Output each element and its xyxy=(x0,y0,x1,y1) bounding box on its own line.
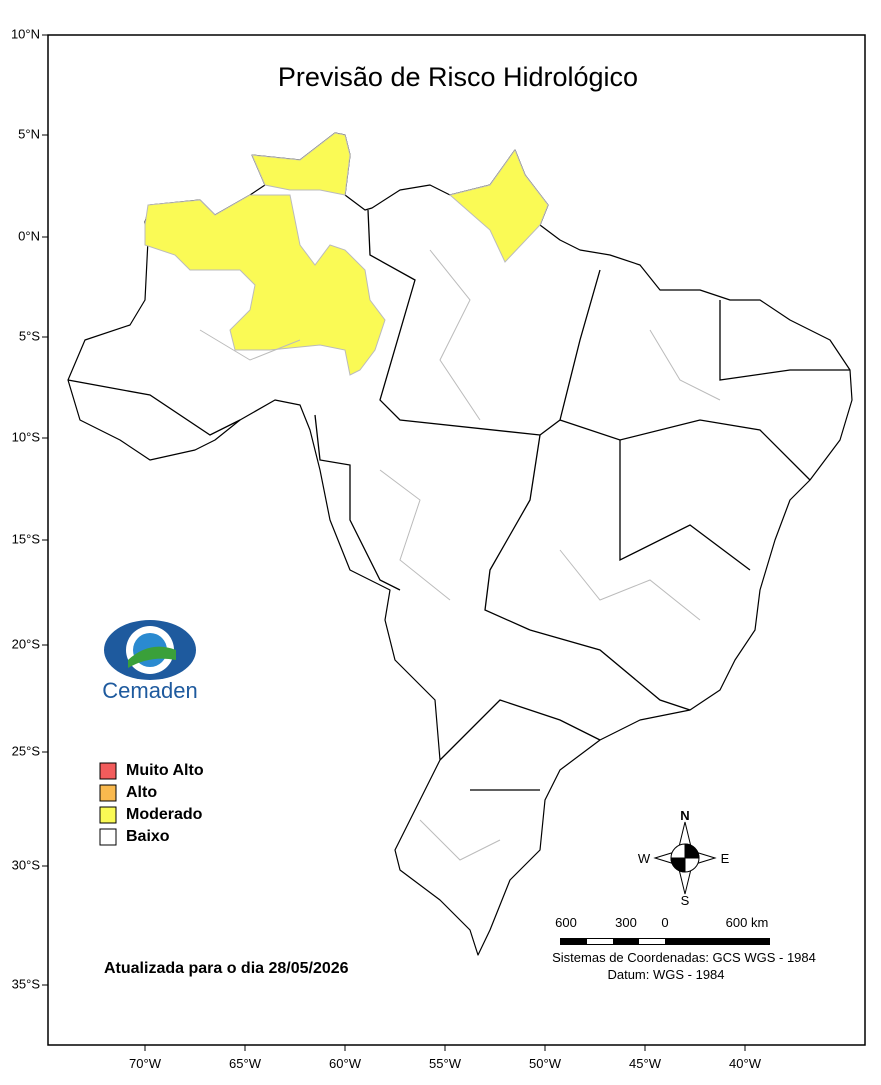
lat-label: 10°S xyxy=(12,429,41,444)
legend-label: Alto xyxy=(126,784,157,801)
legend-swatch xyxy=(99,762,117,780)
coordinate-system: Sistemas de Coordenadas: GCS WGS - 1984 xyxy=(552,950,816,965)
dynamic-layer: 10°N 5°N 0°N 5°S 10°S 15°S 20°S 25°S 30°S 35°S 70°… xyxy=(11,26,768,1071)
scale-label: 0 xyxy=(661,915,668,930)
legend-label: Muito Alto xyxy=(126,762,204,779)
lat-label: 25°S xyxy=(12,743,41,758)
compass-fill xyxy=(670,843,700,873)
lat-label: 30°S xyxy=(12,857,41,872)
compass-letter: N xyxy=(680,808,689,823)
compass-letters: N S E W xyxy=(638,808,730,908)
municipal-borders xyxy=(199,249,721,861)
compass-letter: S xyxy=(681,893,690,908)
lon-label: 65°W xyxy=(229,1056,262,1071)
scale-label: 600 xyxy=(555,915,577,930)
lon-label: 60°W xyxy=(329,1056,362,1071)
scale-label: 600 km xyxy=(726,915,769,930)
legend-swatch xyxy=(99,784,117,802)
lat-label: 10°N xyxy=(11,26,40,41)
lon-label: 70°W xyxy=(129,1056,162,1071)
scale-label: 300 xyxy=(615,915,637,930)
lon-label: 40°W xyxy=(729,1056,762,1071)
logo-band xyxy=(128,646,176,668)
moderate-region xyxy=(251,132,351,196)
lat-label: 15°S xyxy=(12,531,41,546)
lon-label: 50°W xyxy=(529,1056,562,1071)
legend-label: Baixo xyxy=(126,828,170,845)
lat-label: 5°N xyxy=(18,126,40,141)
logo-text: Cemaden xyxy=(102,678,197,703)
state-borders xyxy=(67,209,850,791)
cemaden-logo: Cemaden xyxy=(102,620,198,703)
scale-segment xyxy=(639,939,665,944)
moderate-region xyxy=(448,148,549,263)
moderate-region xyxy=(144,194,386,376)
compass xyxy=(653,821,717,895)
map-title: Previsão de Risco Hidrológico xyxy=(278,62,638,92)
lon-label: 45°W xyxy=(629,1056,662,1071)
lat-label: 0°N xyxy=(18,228,40,243)
lat-label: 35°S xyxy=(12,976,41,991)
lat-label: 5°S xyxy=(19,328,40,343)
compass-letter: W xyxy=(638,851,651,866)
scale-bar xyxy=(560,938,770,945)
lat-label: 20°S xyxy=(12,636,41,651)
lon-label: 55°W xyxy=(429,1056,462,1071)
datum: Datum: WGS - 1984 xyxy=(607,967,724,982)
scale-segment xyxy=(587,939,613,944)
legend-swatch xyxy=(99,806,117,824)
update-note: Atualizada para o dia 28/05/2026 xyxy=(104,960,349,977)
compass-letter: E xyxy=(721,851,730,866)
legend-swatch xyxy=(99,828,117,846)
brazil xyxy=(67,132,853,956)
legend-label: Moderado xyxy=(126,806,203,823)
